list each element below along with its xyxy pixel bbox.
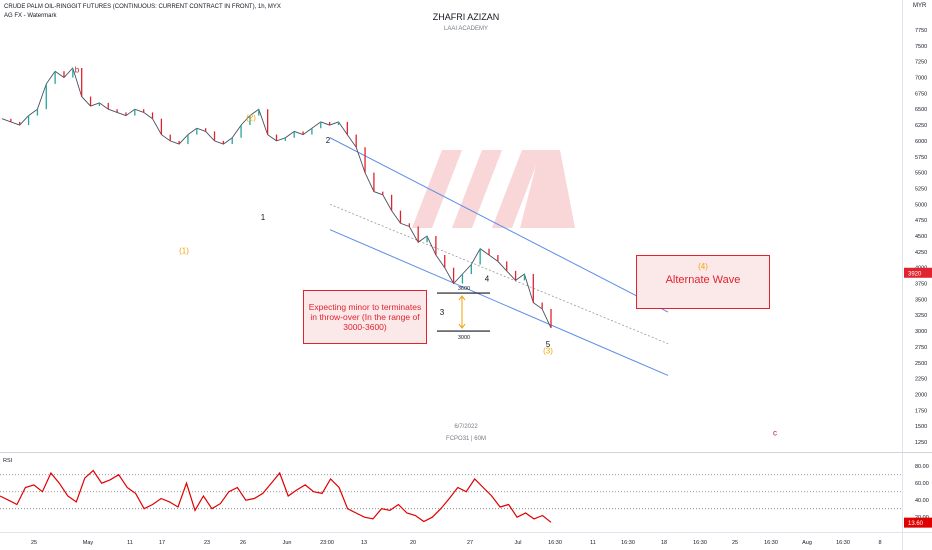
minor-termination-callout[interactable]: Expecting minor to terminates in throw-o…	[303, 290, 427, 344]
time-tick-label: 11	[127, 540, 133, 546]
rsi-pane-divider[interactable]	[0, 452, 932, 453]
rsi-tick-label: 80.00	[915, 464, 929, 470]
current-price-label: 3920	[908, 271, 922, 277]
price-tick-label: 2750	[915, 345, 927, 351]
wave-label: 5	[546, 340, 551, 349]
symbol-title[interactable]: CRUDE PALM OIL-RINGGIT FUTURES (CONTINUO…	[4, 4, 281, 10]
price-tick-label: 3000	[915, 329, 927, 335]
price-tick-label: 1750	[915, 408, 927, 414]
channel-lower-line	[329, 229, 669, 376]
date-watermark: 6/7/2022	[454, 424, 478, 430]
minor-callout-text: Expecting minor to terminates in throw-o…	[308, 302, 422, 332]
wave-label: (2)	[246, 114, 256, 123]
rsi-tick-label: 60.00	[915, 481, 929, 487]
time-tick-label: Aug	[802, 540, 812, 546]
time-tick-label: 16:30	[693, 540, 707, 546]
level-3600-label: 3600	[458, 286, 470, 292]
wave-label: 3	[440, 308, 445, 317]
time-tick-label: 23:00	[320, 540, 334, 546]
price-axis-divider	[902, 0, 903, 550]
level-3000-label: 3000	[458, 335, 470, 341]
rsi-label: RSI	[3, 458, 13, 464]
price-tick-label: 3500	[915, 297, 927, 303]
price-tick-label: 1500	[915, 424, 927, 430]
time-tick-label: 23	[204, 540, 210, 546]
price-tick-label: 3250	[915, 313, 927, 319]
time-tick-label: 20	[410, 540, 416, 546]
price-tick-label: 6500	[915, 107, 927, 113]
time-tick-label: 25	[732, 540, 738, 546]
wave-label: c	[773, 429, 777, 438]
price-tick-label: 5750	[915, 155, 927, 161]
rsi-value-badge	[904, 517, 932, 528]
price-tick-label: 2000	[915, 392, 927, 398]
price-tick-label: 1250	[915, 440, 927, 446]
price-tick-label: 2250	[915, 377, 927, 383]
currency-label[interactable]: MYR	[913, 3, 927, 9]
price-tick-label: 7750	[915, 28, 927, 34]
wave-label: 2	[326, 136, 331, 145]
price-tick-label: 2500	[915, 361, 927, 367]
time-tick-label: 16:30	[621, 540, 635, 546]
rsi-line	[0, 469, 552, 523]
academy-watermark: LAAI ACADEMY	[443, 26, 488, 32]
time-axis-divider	[0, 532, 932, 533]
time-tick-label: 13	[361, 540, 367, 546]
wave-label: b	[75, 65, 80, 74]
range-arrow-down-head	[458, 323, 466, 329]
time-tick-label: Jun	[283, 540, 292, 546]
time-tick-label: 16:30	[836, 540, 850, 546]
time-tick-label: 11	[590, 540, 596, 546]
price-tick-label: 4500	[915, 234, 927, 240]
time-tick-label: May	[83, 540, 94, 546]
time-tick-label: 8	[878, 540, 881, 546]
rsi-value-label: 13.60	[908, 521, 924, 527]
current-price-badge	[904, 267, 932, 278]
price-tick-label: 5000	[915, 202, 927, 208]
time-tick-label: 27	[467, 540, 473, 546]
time-tick-label: 16:30	[764, 540, 778, 546]
channel-upper-line	[329, 137, 669, 313]
range-arrow-up-head	[458, 295, 466, 301]
time-tick-label: 25	[31, 540, 37, 546]
price-tick-label: 7000	[915, 76, 927, 82]
price-tick-label: 4250	[915, 250, 927, 256]
rsi-tick-label: 40.00	[915, 498, 929, 504]
price-tick-label: 6750	[915, 91, 927, 97]
channel-median-line	[329, 203, 669, 345]
ticker-watermark: FCPO31 | 60M	[446, 436, 486, 442]
indicator-legend[interactable]: AG FX - Watermark	[4, 13, 57, 19]
price-tick-label: 5500	[915, 171, 927, 177]
alternate-wave-title: Alternate Wave	[665, 274, 741, 286]
price-tick-label: 6000	[915, 139, 927, 145]
author-watermark: ZHAFRI AZIZAN	[432, 12, 500, 22]
time-tick-label: 17	[159, 540, 165, 546]
price-tick-label: 6250	[915, 123, 927, 129]
price-tick-label: 7250	[915, 60, 927, 66]
price-tick-label: 4750	[915, 218, 927, 224]
alternate-wave-number: (4)	[698, 262, 708, 271]
price-tick-label: 7500	[915, 44, 927, 50]
price-tick-label: 5250	[915, 186, 927, 192]
wave-label: (1)	[179, 247, 189, 256]
time-tick-label: 26	[240, 540, 246, 546]
laai-logo-watermark	[412, 150, 575, 228]
time-tick-label: 16:30	[548, 540, 562, 546]
wave-label: (3)	[543, 346, 553, 355]
price-tick-label: 3750	[915, 282, 927, 288]
alternate-wave-callout[interactable]: (4) Alternate Wave	[636, 255, 770, 309]
time-tick-label: 18	[661, 540, 667, 546]
wave-label: 4	[485, 275, 490, 284]
time-tick-label: Jul	[514, 540, 521, 546]
wave-label: 1	[261, 213, 266, 222]
